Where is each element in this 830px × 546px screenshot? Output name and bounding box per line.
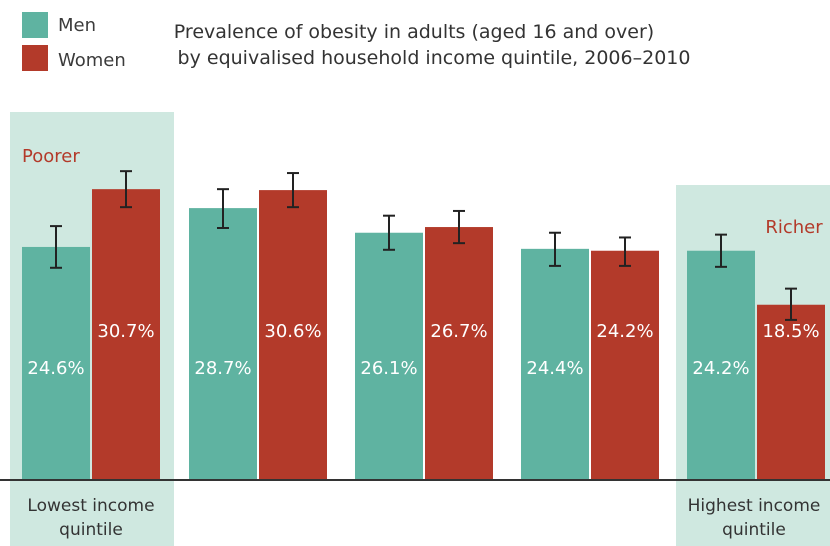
bar-women-q5 <box>757 304 825 480</box>
data-label-women-q3: 26.7% <box>430 321 487 342</box>
data-label-men-q4: 24.4% <box>526 358 583 379</box>
richer-annotation: Richer <box>765 217 823 238</box>
data-label-women-q2: 30.6% <box>264 321 321 342</box>
bar-women-q1 <box>92 189 160 480</box>
highest-quintile-label-line-1: Highest income <box>688 496 821 516</box>
bar-women-q4 <box>591 250 659 480</box>
data-label-women-q4: 24.2% <box>596 321 653 342</box>
data-label-men-q1: 24.6% <box>27 358 84 379</box>
bar-men-q2 <box>189 208 257 480</box>
lowest-quintile-label-line-2: quintile <box>59 520 123 540</box>
legend-swatch-women <box>22 45 48 71</box>
chart-title-line-1: Prevalence of obesity in adults (aged 16… <box>174 21 654 43</box>
data-label-men-q2: 28.7% <box>194 358 251 379</box>
data-label-women-q5: 18.5% <box>762 321 819 342</box>
legend-label-women: Women <box>58 50 126 71</box>
data-label-women-q1: 30.7% <box>97 321 154 342</box>
data-label-men-q3: 26.1% <box>360 358 417 379</box>
legend-label-men: Men <box>58 15 96 36</box>
legend-swatch-men <box>22 12 48 38</box>
bar-women-q2 <box>259 190 327 480</box>
data-label-men-q5: 24.2% <box>692 358 749 379</box>
chart-title-line-2: by equivalised household income quintile… <box>178 47 691 69</box>
lowest-quintile-label-line-1: Lowest income <box>27 496 154 516</box>
highest-quintile-label-line-2: quintile <box>722 520 786 540</box>
bar-men-q5 <box>687 250 755 480</box>
bar-men-q3 <box>355 232 423 480</box>
bars-layer: 24.6% 28.7% 26.1% 24.4% 24.2% 30.7% 30.6% 26.7%… <box>22 170 825 480</box>
bar-women-q3 <box>425 227 493 480</box>
bar-men-q1 <box>22 246 90 480</box>
bar-men-q4 <box>521 248 589 480</box>
poorer-annotation: Poorer <box>22 146 80 167</box>
